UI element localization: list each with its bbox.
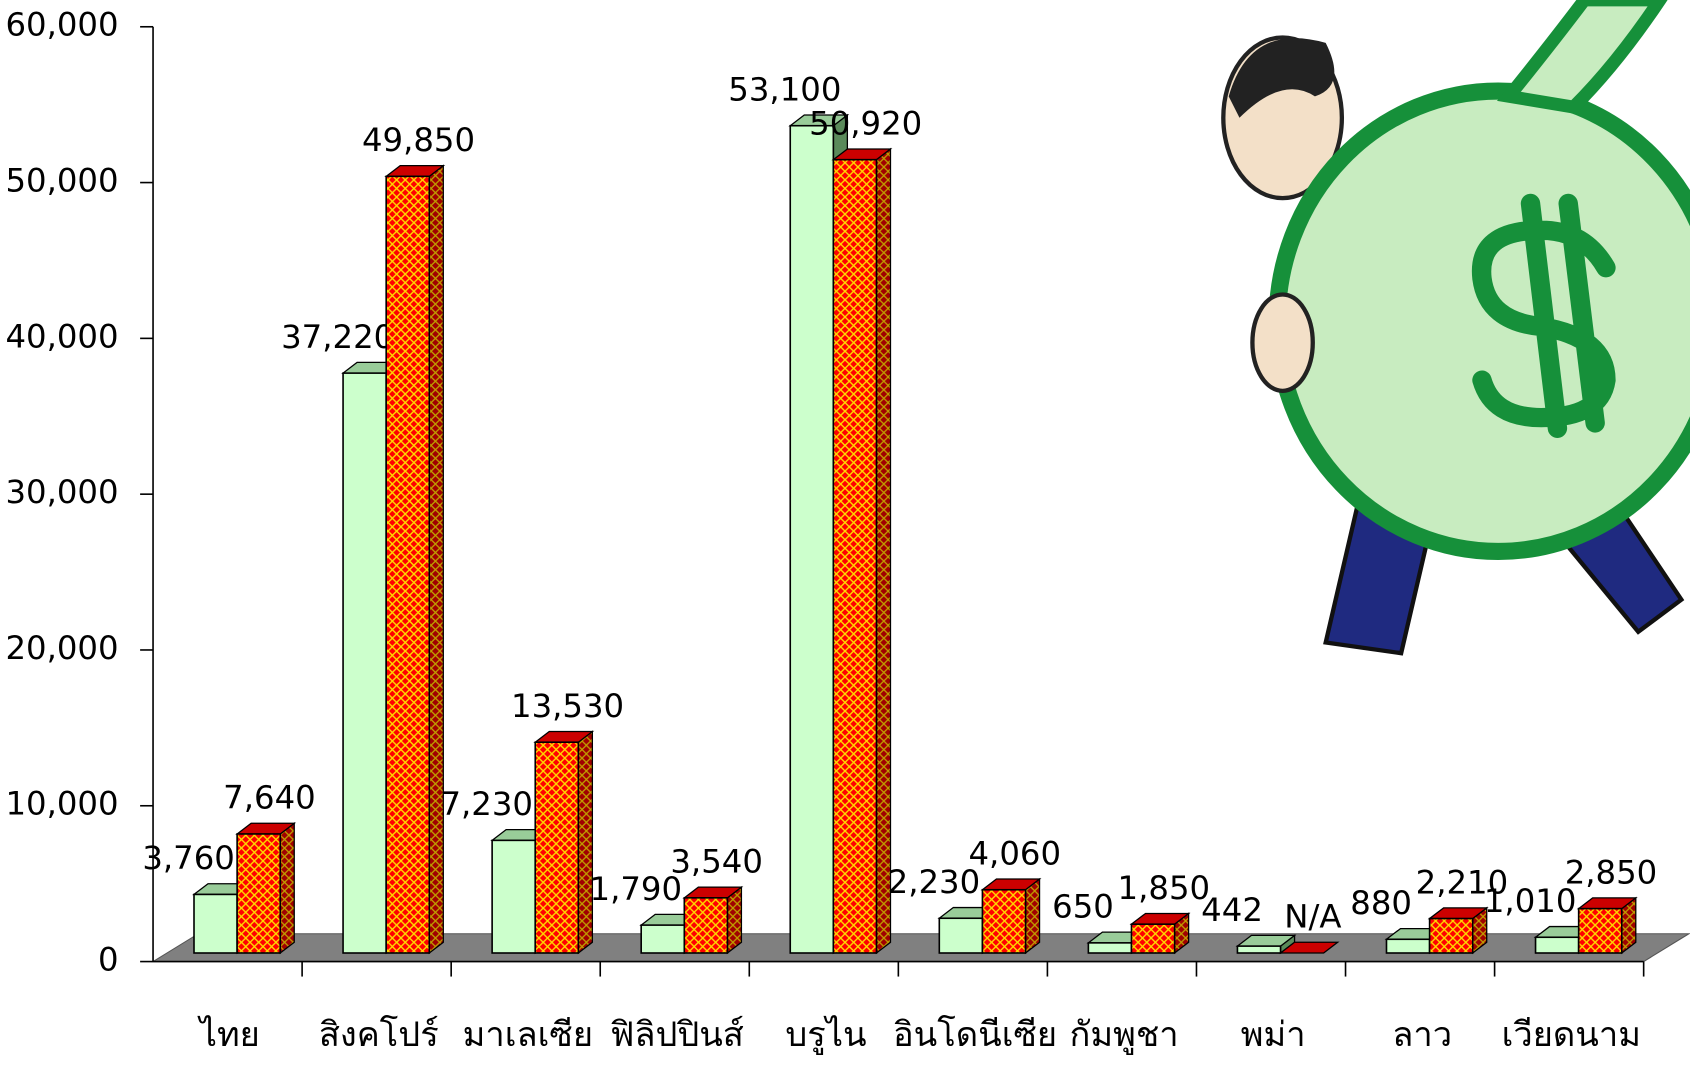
- bar: [831, 147, 893, 955]
- value-label: 3,540: [670, 843, 763, 881]
- value-label: 49,850: [362, 121, 475, 159]
- bar: [682, 885, 744, 955]
- bar: [1129, 912, 1191, 955]
- bar-front: [385, 175, 431, 954]
- value-label: 7,230: [440, 785, 533, 823]
- x-tick-label: ลาว: [1392, 1015, 1452, 1055]
- value-label: 2,210: [1416, 863, 1509, 901]
- x-tick-label: พม่า: [1241, 1015, 1306, 1055]
- x-tick-label: อินโดนีเซีย: [893, 1015, 1057, 1055]
- y-tick-label: 30,000: [5, 473, 118, 511]
- x-tick-label: สิงคโปร์: [319, 1015, 439, 1055]
- bar-front: [1385, 938, 1431, 954]
- value-label: 13,530: [511, 687, 624, 725]
- bar-front: [789, 124, 835, 954]
- value-label: 2,850: [1565, 853, 1658, 891]
- value-label: 3,760: [142, 839, 235, 877]
- bar-front: [1577, 907, 1623, 954]
- value-label: 53,100: [728, 71, 841, 109]
- x-tick-label: เวียดนาม: [1502, 1015, 1641, 1055]
- bar-empty: [1278, 941, 1340, 954]
- bar-side: [1024, 877, 1041, 955]
- bar-front: [342, 372, 387, 954]
- bar-front: [640, 924, 686, 954]
- value-label: 2,230: [888, 863, 981, 901]
- bar: [980, 877, 1042, 955]
- bar-front: [1236, 945, 1282, 954]
- bar-front: [832, 158, 878, 954]
- x-tick-label: บรูไน: [785, 1015, 866, 1055]
- x-tick-label: ฟิลิปปินส์: [610, 1015, 744, 1055]
- value-label: 50,920: [809, 104, 922, 142]
- illustration: [1221, 0, 1690, 656]
- bar-front: [683, 897, 729, 954]
- value-label: 1,850: [1118, 869, 1211, 907]
- x-tick-label: มาเลเซีย: [463, 1015, 593, 1055]
- bar-front: [1130, 923, 1176, 954]
- bar: [384, 164, 446, 955]
- bar-front: [1087, 942, 1133, 954]
- bar: [533, 730, 595, 955]
- bar: [1427, 906, 1489, 955]
- bar: [235, 821, 297, 955]
- bar-front: [1428, 917, 1474, 954]
- y-tick-label: 20,000: [5, 629, 118, 667]
- bar-front: [534, 741, 580, 954]
- bar-front: [491, 839, 537, 954]
- bar-front: [981, 888, 1027, 954]
- y-tick-label: 0: [98, 941, 119, 979]
- value-label: 4,060: [968, 835, 1061, 873]
- value-label: 442: [1201, 891, 1263, 929]
- bar-front: [938, 917, 984, 954]
- value-label: 1,010: [1484, 882, 1577, 920]
- value-label: 650: [1052, 888, 1114, 926]
- value-label: 37,220: [281, 318, 394, 356]
- value-label: 7,640: [223, 779, 316, 817]
- x-tick-label: ไทย: [197, 1015, 260, 1055]
- bar-side: [279, 821, 295, 955]
- y-tick-label: 40,000: [5, 317, 118, 355]
- value-label: N/A: [1284, 898, 1341, 936]
- value-label: 880: [1350, 884, 1412, 922]
- value-label: 1,790: [590, 870, 683, 908]
- y-tick-label: 60,000: [5, 6, 118, 44]
- y-tick-label: 50,000: [5, 162, 118, 200]
- bar-side: [428, 164, 444, 955]
- bar-front: [1534, 936, 1580, 954]
- y-tick-label: 10,000: [5, 785, 118, 823]
- bar-side: [875, 147, 892, 955]
- bar: [1576, 896, 1638, 955]
- bar-side: [577, 730, 594, 955]
- bar-front: [236, 833, 282, 954]
- x-tick-label: กัมพูชา: [1070, 1015, 1179, 1055]
- bar-front: [193, 893, 238, 954]
